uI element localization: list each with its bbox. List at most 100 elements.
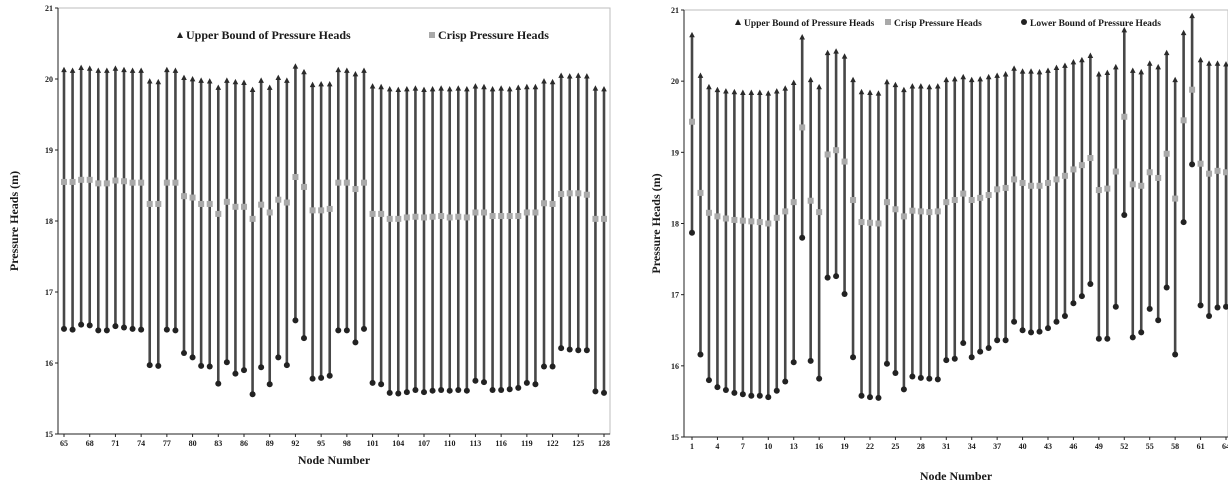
crisp-marker	[386, 215, 393, 222]
upper-bound-marker	[344, 67, 350, 73]
chart-right-panel: 15 16 17 18 19 20 21 1 4 7 10 13 16 19 22 25 28 31 34 37 40 4…	[614, 0, 1228, 484]
upper-bound-marker	[249, 86, 256, 93]
lower-bound-marker	[934, 376, 941, 383]
crisp-marker	[765, 220, 772, 227]
crisp-marker	[883, 199, 890, 206]
upper-bound-marker	[386, 85, 393, 92]
crisp-marker	[1061, 172, 1068, 179]
crisp-marker	[1189, 86, 1196, 93]
crisp-marker	[1223, 169, 1228, 176]
crisp-marker	[689, 118, 695, 125]
y-tick-label: 21	[671, 6, 679, 15]
lower-bound-marker	[1172, 351, 1179, 358]
crisp-marker	[934, 208, 941, 215]
lower-bound-marker	[498, 386, 505, 393]
y-tick-label: 20	[671, 77, 679, 86]
lower-bound-marker	[69, 326, 76, 333]
legend-upper-marker	[177, 32, 183, 38]
crisp-marker	[790, 199, 797, 206]
lower-bound-marker	[1095, 335, 1102, 342]
crisp-marker	[697, 189, 704, 196]
crisp-marker	[773, 214, 780, 221]
lower-bound-marker	[601, 389, 607, 396]
upper-bound-marker	[790, 79, 797, 85]
crisp-marker	[1087, 155, 1094, 162]
upper-bound-marker	[104, 67, 110, 73]
upper-bound-marker	[515, 84, 522, 90]
x-tick-label: 52	[1120, 442, 1128, 451]
y-axis-label: Pressure Heads (m)	[7, 171, 21, 271]
x-tick-label: 68	[86, 439, 94, 448]
lower-bound-marker	[215, 380, 222, 387]
upper-bound-marker	[455, 85, 462, 91]
upper-bound-marker	[740, 89, 746, 95]
upper-bound-marker	[841, 53, 848, 59]
lower-bound-marker	[1078, 293, 1085, 300]
lower-bound-marker	[765, 394, 772, 401]
lower-bound-marker	[1138, 329, 1145, 336]
upper-bound-marker	[95, 67, 102, 73]
y-tick-label: 18	[45, 217, 53, 226]
crisp-marker	[833, 147, 840, 154]
upper-bound-marker	[429, 85, 436, 92]
upper-bound-marker	[472, 83, 479, 89]
lower-bound-marker	[858, 392, 865, 399]
lower-bound-marker	[1155, 317, 1162, 324]
crisp-marker	[86, 176, 93, 183]
lower-bound-marker	[506, 386, 513, 393]
upper-bound-marker	[1087, 52, 1094, 58]
crisp-marker	[378, 210, 385, 217]
crisp-marker	[841, 158, 848, 165]
lower-bound-marker	[824, 274, 831, 281]
lower-bound-marker	[799, 234, 806, 241]
upper-bound-marker	[275, 74, 282, 80]
upper-bound-marker	[1053, 64, 1060, 71]
upper-bound-marker	[1180, 29, 1187, 36]
lower-bound-marker	[985, 345, 992, 352]
crisp-marker	[78, 176, 85, 183]
x-tick-label: 71	[111, 439, 119, 448]
crisp-marker	[799, 124, 806, 131]
upper-bound-marker	[1155, 63, 1161, 70]
crisp-marker	[1197, 160, 1204, 167]
lower-bound-marker	[1197, 302, 1204, 309]
crisp-marker	[172, 179, 179, 186]
legend-upper-marker	[735, 19, 741, 25]
upper-bound-marker	[1070, 58, 1077, 65]
crisp-marker	[112, 177, 119, 184]
lower-bound-marker	[163, 326, 170, 333]
lower-bound-marker	[892, 369, 899, 376]
lower-bound-marker	[309, 375, 316, 382]
lower-bound-marker	[1104, 335, 1111, 342]
upper-bound-marker	[335, 66, 342, 73]
crisp-marker	[816, 209, 823, 216]
x-tick-label: 65	[60, 439, 68, 448]
lower-bound-marker	[138, 326, 145, 333]
crisp-marker	[1121, 113, 1128, 120]
crisp-marker	[515, 213, 522, 220]
crisp-marker	[926, 209, 933, 216]
upper-bound-marker	[61, 66, 67, 73]
lower-bound-marker	[1163, 284, 1170, 291]
upper-bound-marker	[78, 64, 84, 71]
y-tick-label: 20	[45, 75, 53, 84]
upper-bound-marker	[326, 80, 333, 87]
upper-bound-marker	[155, 78, 162, 85]
lower-bound-marker	[275, 354, 282, 361]
legend-crisp-marker	[885, 19, 891, 25]
lower-bound-marker	[1070, 300, 1077, 307]
upper-bound-marker	[765, 90, 772, 96]
x-tick-label: 13	[790, 442, 798, 451]
legend-entry-1: Upper Bound of Pressure Heads	[744, 19, 875, 29]
lower-bound-marker	[472, 377, 479, 384]
upper-bound-marker	[875, 90, 882, 96]
crisp-marker	[498, 213, 505, 220]
lower-bound-marker	[489, 386, 496, 393]
upper-bound-marker	[1214, 60, 1221, 66]
crisp-marker	[968, 197, 975, 204]
upper-bound-marker	[1002, 71, 1009, 77]
x-tick-label: 95	[317, 439, 325, 448]
crisp-marker	[943, 199, 950, 206]
crisp-marker	[951, 197, 958, 204]
lower-bound-marker	[378, 381, 385, 388]
